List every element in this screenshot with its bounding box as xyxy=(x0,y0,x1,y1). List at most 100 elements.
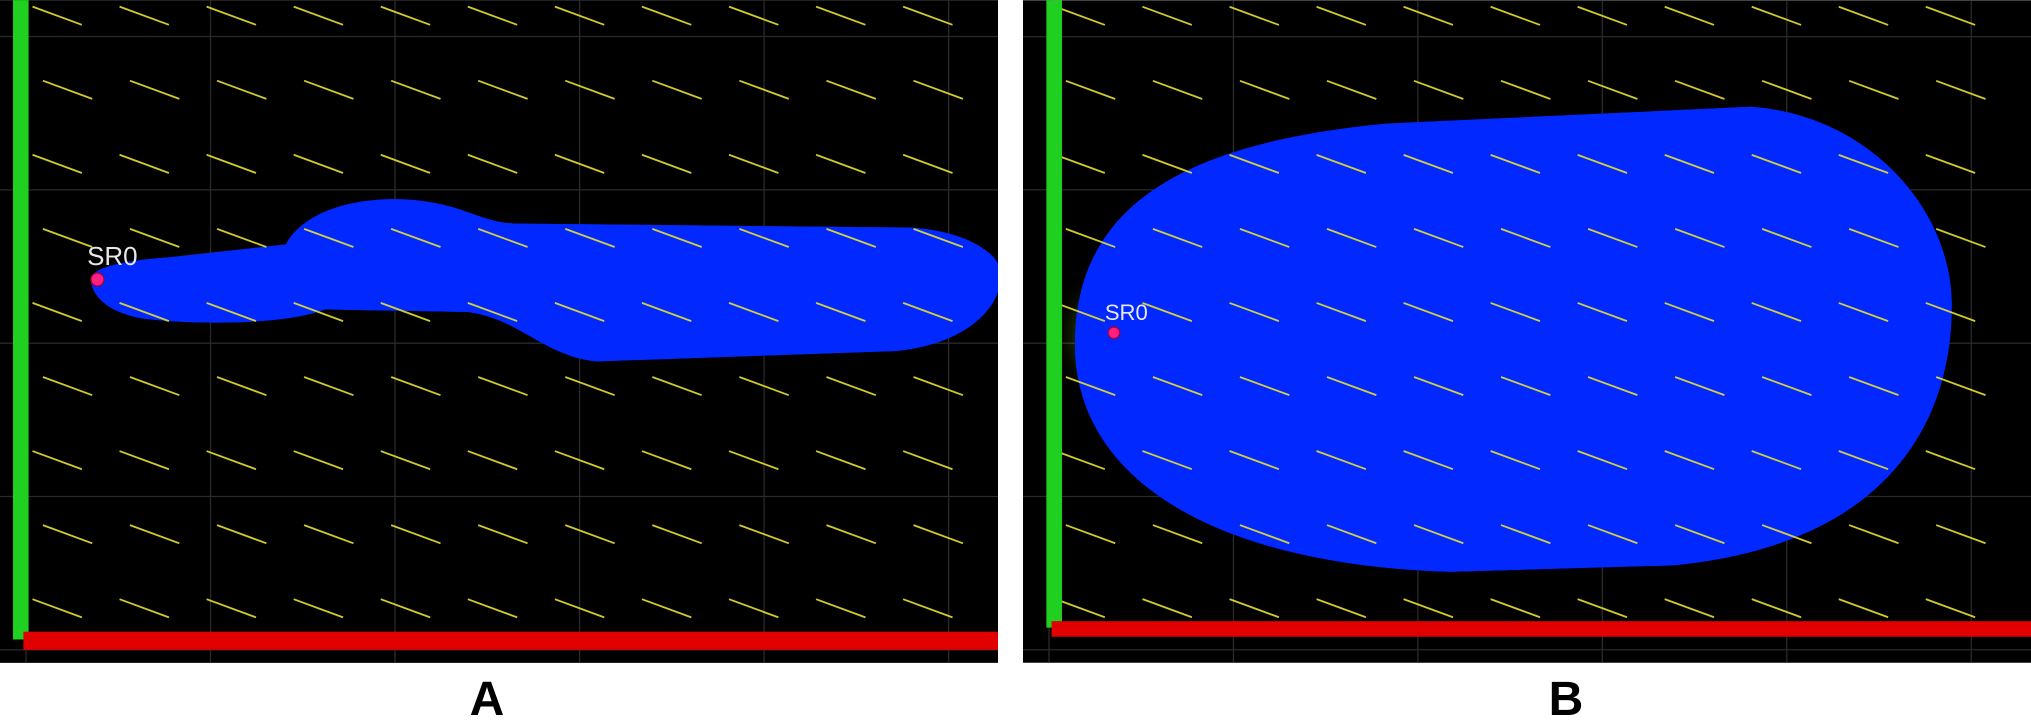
wind-arrow xyxy=(206,302,257,322)
panel-b: SR0 xyxy=(1023,0,2031,663)
wind-arrow xyxy=(739,227,790,248)
wind-arrow xyxy=(913,524,964,545)
wind-arrow xyxy=(1587,228,1638,248)
wind-arrow xyxy=(1055,302,1106,322)
wind-arrow xyxy=(1664,5,1715,26)
wind-arrow xyxy=(1751,153,1802,174)
wind-arrow xyxy=(1577,153,1628,174)
wind-arrow xyxy=(815,598,866,619)
wind-arrow xyxy=(477,227,528,248)
wind-arrow xyxy=(1326,228,1377,248)
wind-arrow xyxy=(1413,228,1464,248)
wind-arrow xyxy=(1403,302,1454,322)
wind-arrow xyxy=(32,450,83,471)
wind-arrow xyxy=(1142,5,1193,26)
wind-arrow xyxy=(380,598,431,619)
wind-arrow xyxy=(815,450,866,471)
wind-arrow xyxy=(815,153,866,174)
wind-arrow xyxy=(1925,5,1976,26)
wind-arrow xyxy=(564,227,615,248)
wind-arrow xyxy=(728,5,779,26)
wind-arrow xyxy=(390,376,441,397)
wind-arrow xyxy=(1055,598,1106,619)
wind-arrow xyxy=(641,153,692,174)
wind-arrow xyxy=(477,524,528,545)
wind-arrow xyxy=(216,376,267,397)
wind-arrow xyxy=(477,376,528,397)
wind-arrow xyxy=(129,227,180,248)
wind-arrow xyxy=(1935,228,1986,248)
wind-arrow xyxy=(1587,376,1638,397)
wind-arrow xyxy=(728,153,779,174)
wind-arrow xyxy=(554,450,605,471)
wind-arrow xyxy=(1925,450,1976,471)
wind-arrow xyxy=(815,5,866,26)
wind-arrow xyxy=(1490,5,1541,26)
wind-arrow xyxy=(1848,79,1899,100)
wind-arrow xyxy=(1935,524,1986,545)
wind-arrow xyxy=(1674,228,1725,248)
wind-arrow xyxy=(1326,524,1377,545)
wind-arrow xyxy=(1500,376,1551,397)
panel-label: B xyxy=(1548,673,1584,726)
wind-arrow xyxy=(293,153,344,174)
wind-arrow xyxy=(1848,524,1899,545)
wind-arrow xyxy=(1142,153,1193,174)
wind-arrow xyxy=(1413,79,1464,100)
wind-arrow xyxy=(739,524,790,545)
wind-arrow xyxy=(1490,598,1541,619)
wind-arrow xyxy=(1152,79,1203,100)
wind-arrow xyxy=(303,79,354,100)
wind-arrow xyxy=(1326,79,1377,100)
wind-arrow xyxy=(1664,302,1715,322)
wind-arrow xyxy=(42,524,93,545)
wind-arrow xyxy=(1065,376,1116,397)
wind-arrow xyxy=(1065,228,1116,248)
wind-arrow xyxy=(1500,228,1551,248)
wind-arrow xyxy=(641,450,692,471)
wind-arrow xyxy=(1065,79,1116,100)
wind-arrow xyxy=(32,302,83,322)
wind-arrow xyxy=(1751,598,1802,619)
wind-arrow xyxy=(42,376,93,397)
wind-arrow xyxy=(1152,524,1203,545)
wind-arrow xyxy=(1490,450,1541,471)
wind-arrow xyxy=(1413,376,1464,397)
source-label: SR0 xyxy=(87,241,138,271)
boundary-bottom xyxy=(1051,621,2031,637)
wind-arrow xyxy=(32,5,83,26)
wind-arrow xyxy=(1316,302,1367,322)
wind-arrow xyxy=(1229,302,1280,322)
wind-arrow xyxy=(826,227,877,248)
wind-arrow xyxy=(1239,79,1290,100)
wind-arrow xyxy=(1925,302,1976,322)
wind-arrow xyxy=(1229,450,1280,471)
wind-arrow xyxy=(641,598,692,619)
wind-arrow xyxy=(1935,376,1986,397)
wind-arrow xyxy=(1674,376,1725,397)
wind-arrow xyxy=(1326,376,1377,397)
wind-arrow xyxy=(129,79,180,100)
wind-arrow xyxy=(293,5,344,26)
wind-arrow xyxy=(652,524,703,545)
wind-arrow xyxy=(1761,524,1812,545)
wind-arrow xyxy=(380,5,431,26)
wind-arrow xyxy=(390,79,441,100)
wind-arrow xyxy=(652,227,703,248)
wind-arrow xyxy=(1490,153,1541,174)
wind-arrow xyxy=(216,227,267,248)
wind-arrow xyxy=(554,153,605,174)
wind-arrow xyxy=(119,302,170,322)
wind-arrow xyxy=(1838,450,1889,471)
wind-arrow xyxy=(554,302,605,322)
wind-arrow xyxy=(728,450,779,471)
wind-arrow xyxy=(467,598,518,619)
wind-arrow xyxy=(1403,153,1454,174)
wind-arrow xyxy=(1316,598,1367,619)
wind-arrow xyxy=(390,524,441,545)
wind-arrow xyxy=(826,376,877,397)
wind-arrow xyxy=(1500,524,1551,545)
wind-field xyxy=(1055,5,1986,619)
wind-arrow xyxy=(1229,153,1280,174)
